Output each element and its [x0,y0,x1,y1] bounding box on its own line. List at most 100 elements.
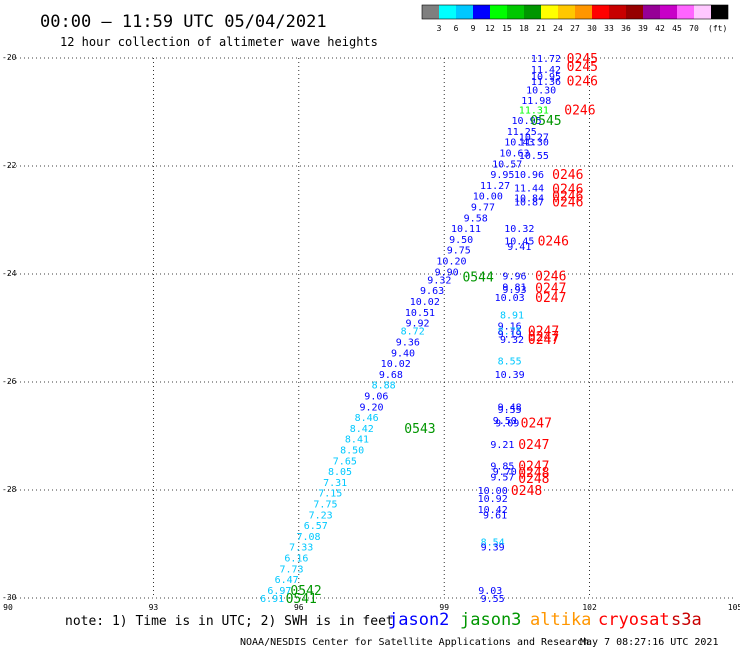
wave-height-label: 8.72 [401,327,425,338]
wave-height-label: 10.57 [492,159,522,170]
wave-height-label: 9.77 [471,203,495,214]
wave-height-label: 10.00 [473,192,503,203]
legend-cryosat: cryosat [598,610,670,630]
data-points: 11.7211.4210.9511.3610.3011.9811.3110.95… [260,54,561,605]
colorbar-swatch [694,5,711,19]
wave-height-label: 10.39 [495,370,525,381]
colorbar-border [421,4,729,20]
wave-height-label: 10.42 [478,505,508,516]
pass-time-label: 0247 [528,333,559,348]
wave-height-label: 8.54 [481,537,505,548]
wave-height-label: 8.41 [345,435,369,446]
wave-height-label: 9.21 [490,440,514,451]
wave-height-label: 9.61 [483,510,507,521]
wave-height-label: 9.93 [502,285,526,296]
pass-time-label: 0541 [286,592,317,607]
wave-height-label: 9.06 [364,392,388,403]
x-tick-label: 102 [582,603,597,612]
wave-height-label: 9.03 [478,586,502,597]
colorbar-label: 36 [621,24,631,33]
wave-height-label: 8.50 [340,446,364,457]
wave-height-label: 10.95 [531,72,561,83]
pass-time-label: 0246 [552,190,583,205]
wave-height-label: 9.68 [379,370,403,381]
colorbar-label: 6 [454,24,459,33]
pass-time-label: 0248 [518,466,549,481]
wave-height-label: 9.50 [493,416,517,427]
plot-axes: 90 93 96 99 102 105 -20 -22 -24 -26 -28 -30 [2,53,740,612]
colorbar-legend: 3 6 9 12 15 18 21 24 27 30 33 36 39 42 45 70 [421,4,729,33]
y-tick-label: -22 [2,161,17,170]
wave-height-label: 9.96 [502,272,526,283]
pass-time-label: 0247 [518,460,549,475]
chart-subtitle: 12 hour collection of altimeter wave hei… [60,35,378,49]
colorbar-label: 45 [672,24,682,33]
footer-credit: NOAA/NESDIS Center for Satellite Applica… [240,637,589,648]
colorbar-unit: (ft) [708,24,727,33]
wave-height-label: 9.70 [493,467,517,478]
pass-time-label: 0246 [567,75,598,90]
colorbar-label: 39 [638,24,648,33]
colorbar-label: 15 [502,24,512,33]
wave-height-label: 10.02 [410,297,440,308]
legend-altika: altika [530,610,591,630]
footer-timestamp: May 7 08:27:16 UTC 2021 [580,637,718,648]
colorbar-label: 24 [553,24,563,33]
y-tick-label: -30 [2,593,17,602]
wave-height-label: 11.30 [519,138,549,149]
wave-height-label: 8.05 [328,467,352,478]
pass-time-label: 0245 [567,52,598,67]
wave-height-label: 6.57 [304,521,328,532]
chart-title: 00:00 — 11:59 UTC 05/04/2021 [40,12,327,32]
wave-height-label: 9.19 [498,329,522,340]
wave-height-label: 9.63 [420,286,444,297]
wave-height-label: 10.03 [495,293,525,304]
wave-height-label: 9.81 [502,282,526,293]
colorbar-label: 18 [519,24,529,33]
wave-height-label: 7.65 [333,456,357,467]
colorbar-swatch [677,5,694,19]
wave-height-label: 8.91 [500,311,524,322]
wave-height-label: 8.55 [498,356,522,367]
wave-height-label: 9.36 [396,338,420,349]
wave-height-label: 10.87 [514,198,544,209]
wave-height-label: 9.55 [481,594,505,605]
pass-time-label: 0247 [528,330,559,345]
colorbar-swatch [558,5,575,19]
wave-height-label: 10.84 [514,193,544,204]
wave-height-label: 9.50 [449,235,473,246]
wave-height-label: 6.91 [260,594,284,605]
wave-height-label: 7.23 [309,510,333,521]
colorbar-swatch [439,5,456,19]
wave-height-label: 11.25 [507,127,537,138]
colorbar-swatch [422,5,439,19]
colorbar-swatch [660,5,677,19]
wave-height-label: 10.30 [526,85,556,96]
wave-height-label: 11.27 [480,181,510,192]
y-tick-label: -24 [2,269,17,278]
wave-height-label: 7.15 [318,489,342,500]
wave-height-label: 10.45 [504,237,534,248]
x-tick-label: 105 [728,603,740,612]
wave-height-label: 7.75 [313,500,337,511]
colorbar-label: 21 [536,24,546,33]
wave-height-label: 10.92 [478,494,508,505]
pass-time-label: 0545 [530,114,561,129]
colorbar-swatch [456,5,473,19]
wave-height-label: 10.02 [381,359,411,370]
wave-height-label: 7.33 [289,543,313,554]
legend-s3a: s3a [671,610,702,630]
plot-grid [8,57,735,599]
pass-time-label: 0248 [511,484,542,499]
wave-height-label: 11.98 [521,96,551,107]
wave-height-label: 9.75 [447,246,471,257]
wave-height-label: 7.73 [279,564,303,575]
wave-height-label: 9.90 [435,267,459,278]
colorbar-label: 3 [437,24,442,33]
wave-height-label: 6.97 [267,586,291,597]
wave-height-label: 9.32 [427,275,451,286]
legend-jason3: jason3 [460,610,521,630]
colorbar-label: 30 [587,24,597,33]
colorbar-label: 70 [689,24,699,33]
